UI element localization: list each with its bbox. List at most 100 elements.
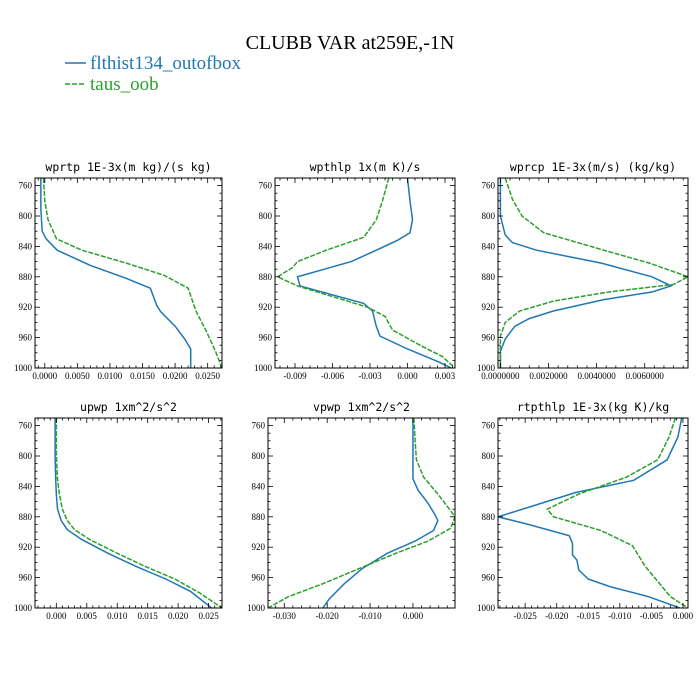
- x-tick-label: 0.015: [138, 611, 159, 621]
- y-tick-label: 1000: [254, 363, 273, 373]
- x-tick-label: 0.0020000: [529, 371, 568, 381]
- y-tick-label: 800: [259, 211, 273, 221]
- y-tick-label: 800: [482, 211, 496, 221]
- plot-frame: [274, 177, 456, 369]
- y-tick-label: 800: [252, 451, 266, 461]
- x-tick-label: 0.003: [435, 371, 456, 381]
- y-tick-label: 920: [482, 542, 496, 552]
- y-tick-label: 1000: [14, 603, 33, 613]
- plot-frame: [34, 417, 223, 609]
- x-tick-label: 0.005: [77, 611, 98, 621]
- y-tick-label: 760: [19, 181, 33, 191]
- y-tick-label: 960: [482, 573, 496, 583]
- legend: flthist134_outofbox taus_oob: [65, 53, 241, 95]
- y-tick-label: 1000: [477, 363, 496, 373]
- x-tick-label: 0.0060000: [626, 371, 665, 381]
- series-line-taus-oob: [546, 418, 688, 608]
- panel-1: wprtp 1E-3x(m kg)/(s kg) 760 800 840 880 920 9…: [14, 160, 223, 381]
- x-tick-label: -0.010: [358, 611, 382, 621]
- plot-frame: [34, 177, 223, 369]
- y-tick-label: 920: [259, 302, 273, 312]
- x-tick-label: 0.020: [168, 611, 189, 621]
- series-line-taus-oob: [42, 178, 222, 368]
- series-line-flthist134: [296, 178, 452, 368]
- y-tick-label: 840: [482, 241, 496, 251]
- series-line-taus-oob: [499, 178, 688, 368]
- y-tick-label: 760: [482, 181, 496, 191]
- panel-title: wpthlp 1x(m K)/s: [310, 160, 421, 174]
- y-tick-label: 840: [482, 481, 496, 491]
- y-tick-label: 800: [19, 451, 33, 461]
- x-tick-label: -0.030: [273, 611, 297, 621]
- series-line-flthist134: [498, 418, 683, 608]
- y-tick-label: 840: [19, 241, 33, 251]
- x-tick-label: -0.009: [283, 371, 307, 381]
- series-line-taus-oob: [268, 418, 455, 608]
- y-tick-label: 920: [19, 302, 33, 312]
- series-line-flthist134: [40, 178, 192, 368]
- legend-label-1: taus_oob: [90, 74, 159, 95]
- panel-title: vpwp 1xm^2/s^2: [313, 400, 410, 414]
- panels: wprtp 1E-3x(m kg)/(s kg) 760 800 840 880 920 9…: [14, 160, 694, 621]
- y-tick-label: 880: [252, 512, 266, 522]
- x-tick-label: 0.000: [46, 611, 67, 621]
- y-tick-label: 960: [482, 333, 496, 343]
- x-tick-label: -0.006: [321, 371, 345, 381]
- x-tick-label: 0.000: [397, 371, 418, 381]
- y-tick-label: 880: [19, 272, 33, 282]
- plot-frame: [497, 177, 689, 369]
- series-line-flthist134: [322, 418, 439, 608]
- x-tick-label: 0.025: [198, 611, 219, 621]
- x-tick-label: 0.0040000: [577, 371, 616, 381]
- y-tick-label: 760: [482, 421, 496, 431]
- x-tick-label: -0.025: [514, 611, 538, 621]
- x-tick-label: 0.000: [403, 611, 424, 621]
- y-tick-label: 840: [259, 241, 273, 251]
- y-tick-label: 840: [19, 481, 33, 491]
- y-tick-label: 1000: [477, 603, 496, 613]
- panel-2: wpthlp 1x(m K)/s 760 800 840 880 920 960 1000 -0…: [254, 160, 456, 381]
- y-tick-label: 1000: [247, 603, 266, 613]
- panel-6: rtpthlp 1E-3x(kg K)/kg 760 800 840 880 920 960…: [477, 400, 694, 621]
- panel-3: wprcp 1E-3x(m/s) (kg/kg) 760 800 840 880 920 9…: [477, 160, 689, 381]
- y-tick-label: 760: [19, 421, 33, 431]
- y-tick-label: 880: [19, 512, 33, 522]
- plot-frame: [497, 417, 689, 609]
- panel-5: vpwp 1xm^2/s^2 760 800 840 880 920 960 1000 -0.0…: [247, 400, 456, 621]
- legend-label-0: flthist134_outofbox: [90, 53, 241, 74]
- y-tick-label: 840: [252, 481, 266, 491]
- panel-title: wprcp 1E-3x(m/s) (kg/kg): [510, 160, 676, 174]
- x-tick-label: 0.0000: [32, 371, 57, 381]
- x-tick-label: 0.0000000: [481, 371, 520, 381]
- x-tick-label: -0.020: [545, 611, 569, 621]
- x-tick-label: 0.0100: [98, 371, 123, 381]
- y-tick-label: 960: [252, 573, 266, 583]
- x-tick-label: 0.0200: [163, 371, 188, 381]
- x-tick-label: 0.010: [107, 611, 128, 621]
- y-tick-label: 800: [482, 451, 496, 461]
- x-tick-label: -0.005: [640, 611, 664, 621]
- y-tick-label: 880: [482, 512, 496, 522]
- y-tick-label: 920: [252, 542, 266, 552]
- panel-4: upwp 1xm^2/s^2 760 800 840 880 920 960 1000 0.00…: [14, 400, 223, 621]
- series-line-flthist134: [54, 418, 213, 608]
- x-tick-label: 0.0150: [130, 371, 155, 381]
- y-tick-label: 960: [19, 573, 33, 583]
- panel-title: wprtp 1E-3x(m kg)/(s kg): [45, 160, 211, 174]
- plot-frame: [267, 417, 456, 609]
- y-tick-label: 880: [482, 272, 496, 282]
- x-tick-label: 0.0050: [65, 371, 90, 381]
- y-tick-label: 960: [19, 333, 33, 343]
- y-tick-label: 960: [259, 333, 273, 343]
- y-tick-label: 760: [252, 421, 266, 431]
- x-tick-label: 0.000: [673, 611, 694, 621]
- series-line-flthist134: [499, 178, 674, 368]
- y-tick-label: 880: [259, 272, 273, 282]
- series-line-taus-oob: [275, 178, 455, 368]
- x-tick-label: -0.010: [608, 611, 632, 621]
- series-line-taus-oob: [55, 418, 222, 608]
- y-tick-label: 920: [19, 542, 33, 552]
- panel-title: upwp 1xm^2/s^2: [80, 400, 177, 414]
- x-tick-label: 0.0250: [195, 371, 220, 381]
